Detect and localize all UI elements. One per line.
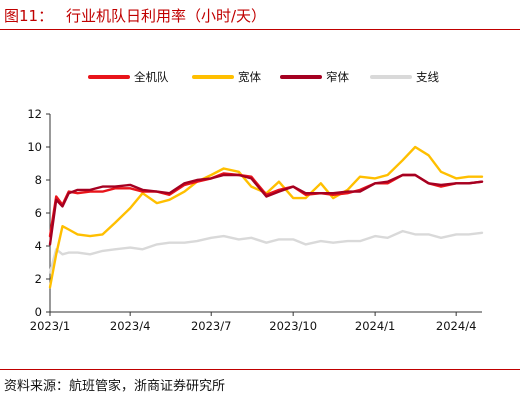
figure-header: 图11： 行业机队日利用率（小时/天）: [0, 0, 520, 30]
y-tick-label: 12: [27, 107, 42, 121]
legend-item-narrowbody: 窄体: [280, 70, 349, 84]
header-rule: [0, 29, 520, 30]
chart-legend: 全机队 宽体 窄体 支线: [88, 70, 439, 84]
x-tick-label: 2023/1: [30, 319, 70, 333]
legend-item-all-fleet: 全机队: [88, 70, 169, 84]
y-tick-label: 4: [35, 239, 42, 253]
series-line-all-fleet: [48, 172, 484, 238]
legend-label: 窄体: [326, 70, 349, 84]
source-note: 资料来源：航班管家，浙商证券研究所: [4, 379, 226, 394]
x-tick-label: 2024/4: [436, 319, 476, 333]
legend-label: 全机队: [134, 70, 169, 84]
series-line-widebody: [48, 145, 484, 289]
x-axis: 2023/1 2023/4 2023/7 2023/10 2024/1 2024/4: [30, 311, 482, 333]
x-tick-label: 2023/7: [191, 319, 231, 333]
y-tick-label: 10: [27, 140, 42, 154]
footer-rule: [0, 369, 520, 370]
y-tick-label: 6: [35, 206, 42, 220]
legend-label: 宽体: [238, 70, 261, 84]
legend-label: 支线: [416, 70, 439, 84]
figure-label: 图11：: [4, 7, 54, 25]
y-tick-label: 2: [35, 272, 42, 286]
figure-title: 行业机队日利用率（小时/天）: [66, 7, 267, 25]
series-line-regional: [48, 229, 484, 274]
legend-item-regional: 支线: [370, 70, 439, 84]
y-axis: 0 2 4 6 8 10 12: [27, 107, 51, 319]
plot-area: [48, 145, 484, 289]
x-tick-label: 2023/4: [110, 319, 150, 333]
legend-item-widebody: 宽体: [192, 70, 261, 84]
y-tick-label: 0: [35, 305, 42, 319]
y-tick-label: 8: [35, 173, 42, 187]
x-tick-label: 2023/10: [269, 319, 317, 333]
x-tick-label: 2024/1: [355, 319, 395, 333]
series-line-narrowbody: [48, 173, 484, 246]
